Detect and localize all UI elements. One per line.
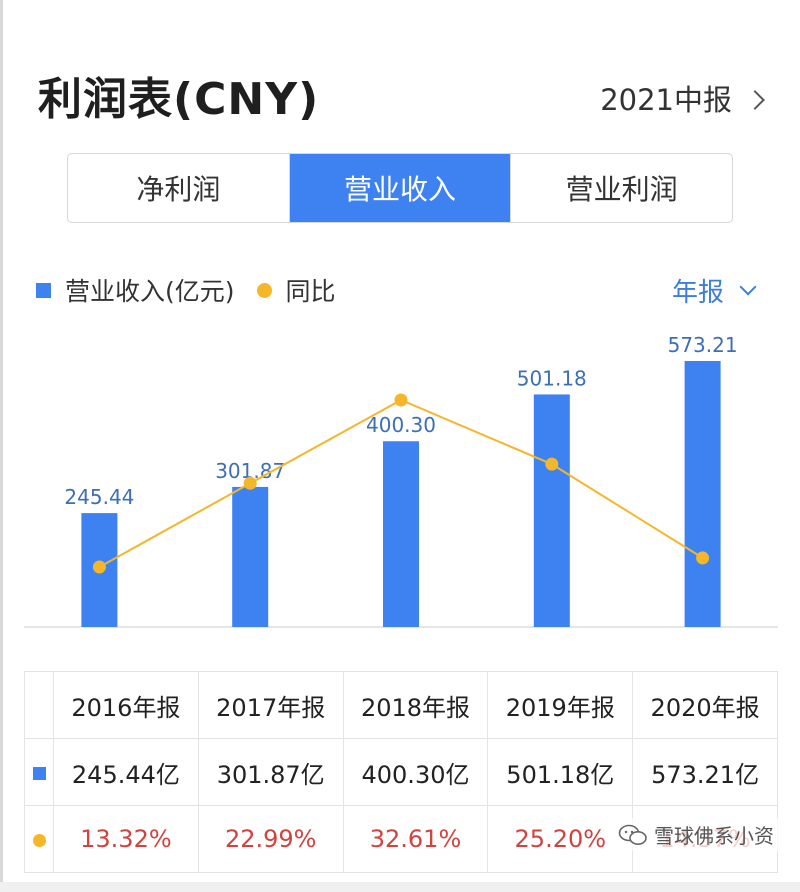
chevron-down-icon [740, 279, 757, 296]
revenue-bar[interactable] [232, 487, 268, 627]
table-cell-revenue: 501.18亿 [488, 739, 633, 806]
legend-line-swatch [257, 283, 272, 298]
metric-tabs: 净利润 营业收入 营业利润 [67, 153, 733, 223]
table-row-revenue: 245.44亿 301.87亿 400.30亿 501.18亿 573.21亿 [25, 739, 778, 806]
table-cell-yoy: 25.20% [488, 806, 633, 873]
revenue-row-marker [25, 739, 54, 806]
table-cell-revenue: 573.21亿 [633, 739, 778, 806]
tab-revenue[interactable]: 营业收入 [290, 154, 512, 222]
legend-bar-label: 营业收入(亿元) [65, 272, 235, 308]
table-corner-cell [25, 672, 54, 739]
yoy-point[interactable] [545, 458, 558, 471]
page-title: 利润表(CNY) [38, 70, 319, 130]
table-header-cell: 2016年报 [54, 672, 199, 739]
watermark-text: 雪球佛系小资 [654, 820, 774, 849]
revenue-bar[interactable] [685, 361, 721, 627]
chart-legend: 营业收入(亿元) 同比 [36, 270, 336, 310]
bottom-bar [0, 882, 800, 892]
header: 利润表(CNY) 2021中报 [38, 70, 768, 130]
chevron-right-icon [745, 90, 765, 110]
table-header-cell: 2018年报 [343, 672, 488, 739]
table-header-cell: 2019年报 [488, 672, 633, 739]
tab-net-profit[interactable]: 净利润 [68, 154, 290, 222]
table-cell-yoy: 13.32% [54, 806, 199, 873]
table-header-cell: 2017年报 [198, 672, 343, 739]
yoy-point[interactable] [244, 477, 257, 490]
yoy-row-marker [25, 806, 54, 873]
legend-bar-swatch [36, 283, 51, 298]
table-header-cell: 2020年报 [633, 672, 778, 739]
report-period-label: 2021中报 [600, 76, 732, 124]
bar-value-label: 501.18 [517, 366, 587, 390]
period-type-dropdown[interactable]: 年报 [672, 270, 754, 310]
legend-line-label: 同比 [286, 272, 336, 308]
period-type-label: 年报 [672, 272, 724, 309]
bar-value-label: 245.44 [64, 485, 134, 509]
wechat-icon [618, 824, 648, 846]
bar-value-label: 400.30 [366, 413, 436, 437]
yoy-point[interactable] [395, 394, 408, 407]
table-header-row: 2016年报 2017年报 2018年报 2019年报 2020年报 [25, 672, 778, 739]
table-cell-revenue: 400.30亿 [343, 739, 488, 806]
bar-square-icon [33, 767, 46, 780]
line-dot-icon [33, 834, 46, 847]
table-cell-revenue: 245.44亿 [54, 739, 199, 806]
table-cell-yoy: 22.99% [198, 806, 343, 873]
yoy-point[interactable] [93, 561, 106, 574]
yoy-point[interactable] [696, 551, 709, 564]
table-cell-revenue: 301.87亿 [198, 739, 343, 806]
bar-value-label: 573.21 [668, 333, 738, 357]
watermark: 雪球佛系小资 [614, 818, 778, 851]
revenue-bar[interactable] [534, 394, 570, 627]
report-period-selector[interactable]: 2021中报 [600, 76, 768, 124]
tab-operating-profit[interactable]: 营业利润 [511, 154, 732, 222]
revenue-bar[interactable] [383, 441, 419, 627]
left-edge-divider [0, 0, 3, 892]
table-cell-yoy: 32.61% [343, 806, 488, 873]
